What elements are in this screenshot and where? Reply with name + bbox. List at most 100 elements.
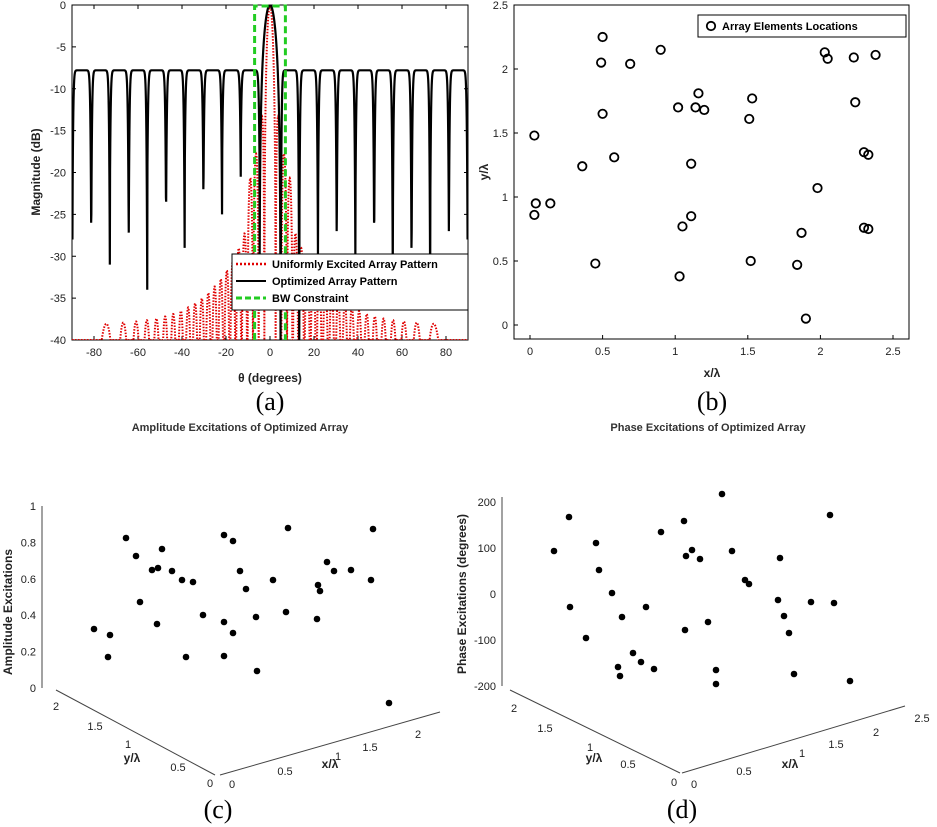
panel-c-ylabel: y/λ — [124, 751, 141, 765]
panel-a: -80 -60 -40 -20 0 20 40 60 80 0 -5 -10 -15 -20 -25 -30 -… — [29, 0, 469, 416]
panel-c-ticks: 0 0.2 0.4 0.6 0.8 1 0 0.5 1 1.5 2 0 0.5 1 1.5 2 — [21, 501, 421, 791]
amplitude-point — [385, 699, 393, 707]
panel-b-legend: Array Elements Locations — [697, 14, 907, 38]
panel-d-ticks: 200 100 0 -100 -200 0 0.5 1 1.5 2 0 0.5 1 1.5 2 2.5 — [474, 497, 930, 791]
panel-d-x-axis — [681, 705, 906, 774]
phase-point — [566, 603, 574, 611]
panel-d-ztick-label: 0 — [490, 589, 496, 601]
phase-point — [790, 670, 798, 678]
amplitude-point — [182, 653, 190, 661]
panel-a-ytick-label: -40 — [50, 335, 66, 347]
phase-point — [741, 576, 749, 584]
panel-b-label: (b) — [697, 387, 727, 416]
phase-point — [682, 552, 690, 560]
element-location-marker — [529, 130, 540, 141]
element-location-marker — [677, 221, 688, 232]
legend-uniform-label: Uniformly Excited Array Pattern — [272, 259, 438, 271]
amplitude-point — [178, 576, 186, 584]
panel-a-xtick-label: 80 — [440, 347, 452, 359]
panel-a-ytick-label: -10 — [50, 84, 66, 96]
panel-a-ytick-label: -25 — [50, 209, 66, 221]
panel-b: 0 0.5 1 1.5 2 2.5 0 0.5 1 1.5 2 2.5 x/λ y/λ (b) Arr… — [477, 0, 910, 416]
panel-a-xtick-label: 20 — [308, 347, 320, 359]
panel-b-legend-label: Array Elements Locations — [722, 21, 858, 33]
phase-point — [550, 547, 558, 555]
element-location-marker — [812, 182, 823, 194]
element-location-marker — [792, 259, 803, 270]
panel-a-xtick-label: -60 — [130, 347, 146, 359]
phase-point — [826, 511, 834, 519]
panel-d-ytick-label: 0.5 — [620, 759, 635, 771]
panel-a-ytick-label: -5 — [56, 42, 66, 54]
element-location-marker — [686, 211, 697, 222]
panel-a-label: (a) — [256, 387, 285, 416]
panel-d-ytick-label: 1 — [587, 742, 593, 754]
amplitude-point — [153, 620, 161, 628]
panel-b-ylabel: y/λ — [477, 163, 491, 180]
amplitude-point — [220, 652, 228, 660]
amplitude-point — [252, 613, 260, 621]
panel-d-ytick-label: 1.5 — [537, 723, 552, 735]
panel-a-xtick-label: -80 — [86, 347, 102, 359]
amplitude-point — [284, 524, 292, 532]
panel-c-ztick-label: 0.2 — [21, 647, 36, 659]
panel-b-xtick-label: 1.5 — [740, 346, 755, 358]
amplitude-point — [369, 525, 377, 533]
panel-a-xtick-label: -20 — [218, 347, 234, 359]
element-location-marker — [822, 53, 833, 64]
amplitude-point — [220, 618, 228, 626]
amplitude-point — [253, 667, 261, 675]
panel-a-xtick-label: -40 — [174, 347, 190, 359]
panel-c-y-axis — [55, 689, 216, 776]
panel-c-label: (c) — [204, 795, 233, 824]
element-location-marker — [597, 31, 608, 43]
panel-c-points — [90, 524, 393, 707]
panel-c-xtick-label: 1.5 — [362, 742, 377, 754]
panel-d-ytick-label: 0 — [671, 777, 677, 789]
panel-d-xtick-label: 1.5 — [828, 739, 843, 751]
panel-d-label: (d) — [667, 795, 697, 824]
amplitude-point — [242, 585, 250, 593]
amplitude-point — [132, 552, 140, 560]
panel-d-points — [550, 490, 854, 688]
panel-b-ytick-label: 2 — [502, 64, 508, 76]
amplitude-point — [106, 631, 114, 639]
phase-point — [565, 513, 573, 521]
panel-a-ytick-label: -30 — [50, 251, 66, 263]
panel-c: Amplitude Excitations of Optimized Array… — [1, 422, 441, 824]
amplitude-point — [148, 566, 156, 574]
amplitude-point — [314, 581, 322, 589]
panel-c-xtick-label: 0 — [229, 779, 235, 791]
panel-c-ytick-label: 2 — [53, 701, 59, 713]
phase-point — [830, 599, 838, 607]
phase-point — [704, 618, 712, 626]
phase-point — [780, 612, 788, 620]
panel-b-xlabel: x/λ — [704, 366, 721, 380]
phase-point — [745, 580, 753, 588]
panel-b-ytick-label: 2.5 — [493, 0, 508, 12]
panel-c-ytick-label: 1.5 — [87, 721, 102, 733]
element-location-marker — [686, 158, 697, 169]
element-location-marker — [850, 97, 861, 108]
panel-c-ztick-label: 1 — [30, 501, 36, 513]
series-optimized-pattern — [72, 5, 468, 340]
amplitude-point — [313, 615, 321, 623]
panel-b-ytick-label: 1 — [502, 192, 508, 204]
element-location-marker — [747, 93, 758, 104]
element-location-marker — [800, 313, 811, 324]
panel-d-xtick-label: 2.5 — [914, 713, 929, 725]
panel-c-ztick-label: 0.6 — [21, 574, 36, 586]
amplitude-point — [347, 566, 355, 574]
panel-d-xtick-label: 2 — [873, 727, 879, 739]
amplitude-point — [199, 611, 207, 619]
amplitude-point — [269, 576, 277, 584]
phase-point — [688, 546, 696, 554]
amplitude-point — [154, 564, 162, 572]
phase-point — [681, 626, 689, 634]
amplitude-point — [136, 598, 144, 606]
panel-c-ytick-label: 0.5 — [170, 762, 185, 774]
panel-d-ztick-label: 100 — [478, 543, 496, 555]
panel-a-ytick-label: -35 — [50, 293, 66, 305]
panel-a-legend: Uniformly Excited Array Pattern Optimize… — [231, 253, 469, 311]
